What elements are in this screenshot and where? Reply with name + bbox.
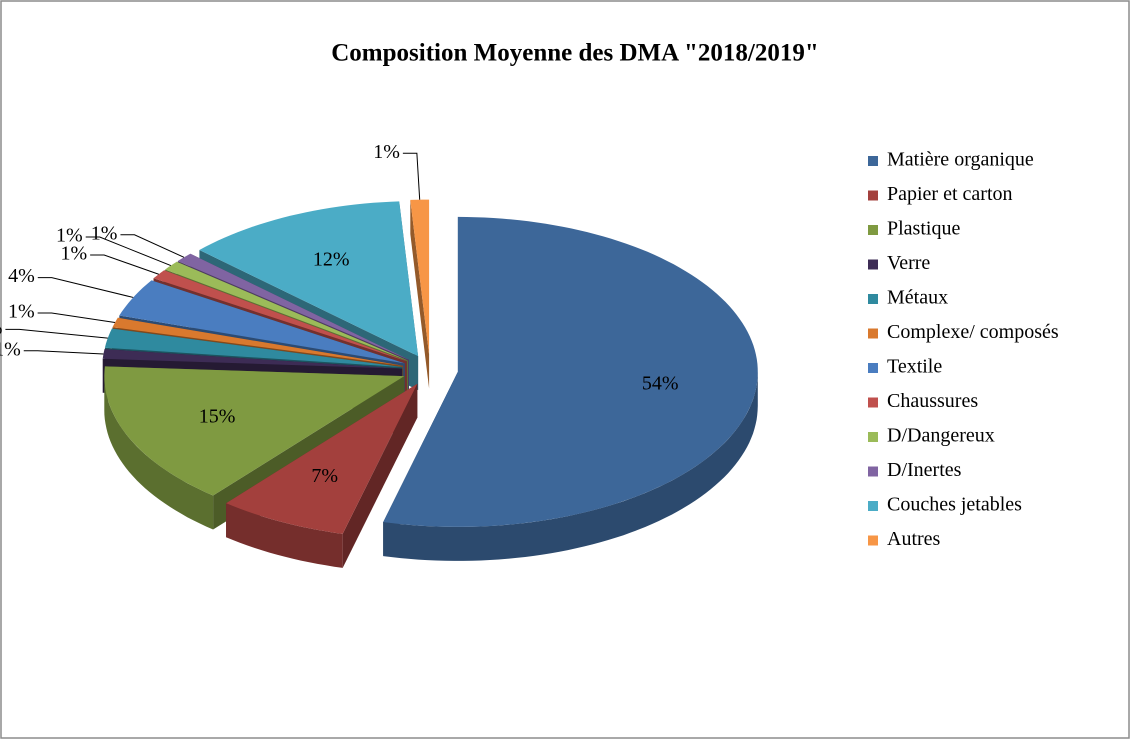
slice: [383, 216, 758, 527]
legend-label: D/Inertes: [887, 459, 962, 481]
data-label: 1%: [60, 243, 87, 265]
slice: [410, 199, 430, 355]
slice: [104, 328, 403, 368]
legend-swatch: [868, 432, 878, 442]
legend-label: Textile: [887, 356, 942, 378]
data-label: 15%: [199, 406, 236, 428]
data-label: 1%: [0, 338, 21, 360]
leader-line: [23, 350, 104, 355]
leader-line: [37, 277, 134, 298]
data-label: 12%: [313, 248, 350, 270]
leader-line: [85, 236, 172, 267]
legend-label: Autres: [887, 528, 941, 550]
legend-label: Couches jetables: [887, 494, 1022, 516]
slice-side: [383, 371, 758, 561]
legend-swatch: [868, 259, 878, 270]
slice: [165, 261, 408, 361]
chart-title: Composition Moyenne des DMA "2018/2019": [331, 40, 819, 67]
legend-swatch: [868, 466, 878, 477]
slice-side: [410, 199, 430, 389]
leader-line: [90, 254, 159, 275]
slice-side: [226, 503, 343, 568]
slice-side: [342, 383, 418, 568]
legend-label: Complexe/ composés: [887, 321, 1059, 343]
legend-swatch: [868, 397, 878, 408]
legend-swatch: [868, 156, 878, 166]
legend-swatch: [868, 294, 878, 304]
legend-label: Chaussures: [887, 390, 978, 412]
legend-swatch: [868, 535, 878, 546]
slice: [104, 366, 405, 496]
slice: [102, 349, 403, 369]
slice: [119, 280, 405, 364]
legend-swatch: [868, 328, 878, 339]
data-label: 1%: [91, 222, 118, 244]
slice: [112, 317, 404, 366]
legend-swatch: [868, 225, 878, 235]
data-label: 1%: [373, 141, 400, 163]
legend-swatch: [868, 190, 878, 201]
data-label: 54%: [642, 373, 679, 395]
legend-label: Métaux: [887, 287, 948, 309]
legend-label: Plastique: [887, 218, 960, 240]
data-label: 2%: [0, 317, 2, 339]
legend-swatch: [868, 363, 878, 373]
legend: Matière organique Papier et carton Plastiq…: [868, 149, 1059, 550]
leader-line: [402, 152, 421, 200]
slice: [177, 253, 409, 360]
leader-line: [120, 234, 185, 258]
legend-label: Papier et carton: [887, 183, 1013, 205]
pie: 54%7%15%1%2%1%4%1%1%1%12%1%: [0, 141, 758, 568]
data-label: 7%: [311, 465, 338, 487]
leader-line: [37, 312, 116, 323]
legend-swatch: [868, 501, 878, 511]
data-label: 4%: [8, 265, 35, 287]
slice: [199, 201, 419, 357]
slice: [153, 270, 407, 362]
legend-label: Verre: [887, 252, 930, 274]
slice: [226, 383, 418, 534]
data-label: 1%: [8, 301, 35, 323]
data-label: 1%: [56, 225, 83, 247]
slice-side: [104, 376, 214, 530]
leader-line: [5, 328, 108, 339]
legend-label: Matière organique: [887, 149, 1034, 171]
legend-label: D/Dangereux: [887, 425, 995, 447]
